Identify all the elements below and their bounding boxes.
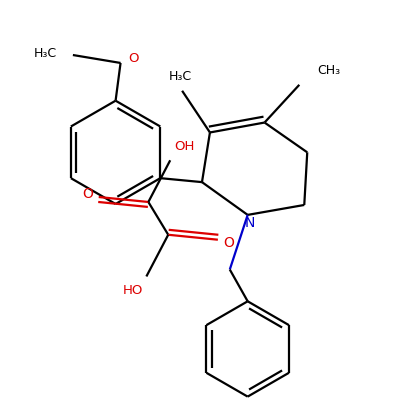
Text: H₃C: H₃C xyxy=(168,70,192,83)
Text: OH: OH xyxy=(174,140,194,153)
Text: N: N xyxy=(244,216,255,230)
Text: CH₃: CH₃ xyxy=(317,64,340,78)
Text: HO: HO xyxy=(122,284,143,297)
Text: O: O xyxy=(223,236,234,250)
Text: O: O xyxy=(128,52,139,66)
Text: H₃C: H₃C xyxy=(34,46,57,60)
Text: O: O xyxy=(82,187,93,201)
